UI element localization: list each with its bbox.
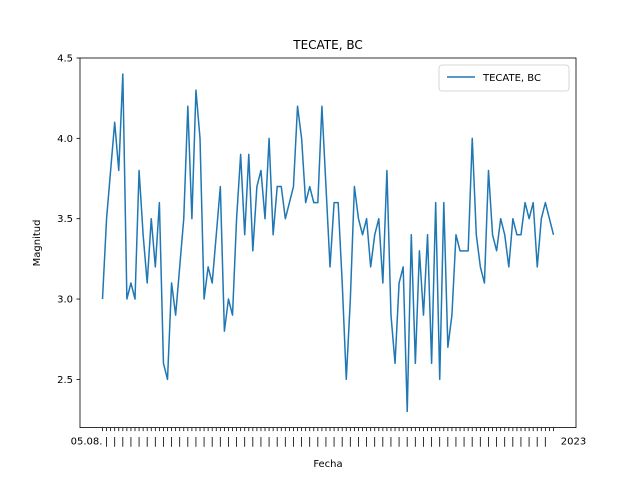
x-tick-label-overlap: | [406,437,409,448]
x-tick-label-overlap: | [137,437,140,448]
x-tick-label-overlap: | [365,437,368,448]
x-tick-label-overlap: | [202,437,205,448]
x-tick-label-overlap: | [349,437,352,448]
x-tick-label-overlap: | [397,437,400,448]
x-tick-label-overlap: | [259,437,262,448]
x-tick-label-overlap: | [146,437,149,448]
y-tick-label: 2.5 [57,375,73,386]
x-tick-label-overlap: | [414,437,417,448]
legend-label: TECATE, BC [482,73,541,84]
x-tick-label-overlap: | [219,437,222,448]
x-tick-label-overlap: | [276,437,279,448]
y-tick-label: 4.0 [57,134,73,145]
x-tick-label-overlap: | [300,437,303,448]
axes-frame [79,57,577,429]
x-tick-label-overlap: | [121,437,124,448]
y-tick-label: 3.0 [57,295,73,306]
x-tick-label-last: 2023 [561,437,586,448]
x-tick-label-overlap: | [251,437,254,448]
x-tick-label-overlap: | [170,437,173,448]
x-tick-label-overlap: | [284,437,287,448]
x-tick-label-overlap: | [503,437,506,448]
x-tick-label-first: 05.08. [71,437,103,448]
x-tick-label-overlap: | [373,437,376,448]
x-tick-label-overlap: | [324,437,327,448]
legend-box [438,64,570,92]
x-tick-label-overlap: | [527,437,530,448]
x-tick-label-overlap: | [389,437,392,448]
x-tick-label-overlap: | [162,437,165,448]
x-tick-label-overlap: | [211,437,214,448]
x-tick-label-overlap: | [308,437,311,448]
x-axis: 05.08. | | | | | | | | | | | | | | | | | | | | | | | | | | | | | | | | | |… [71,427,586,448]
y-axis-title: Magnitud [32,220,43,267]
chart-title: TECATE, BC [292,38,363,52]
x-tick-label-overlap: | [341,437,344,448]
x-tick-label-overlap: | [113,437,116,448]
x-tick-label-overlap: | [446,437,449,448]
x-tick-label-overlap: | [381,437,384,448]
x-tick-label-overlap: | [462,437,465,448]
x-tick-label-overlap: | [487,437,490,448]
x-axis-title: Fecha [313,459,342,470]
x-tick-label-overlap: | [178,437,181,448]
x-tick-label-overlap: | [422,437,425,448]
x-tick-label-overlap: | [495,437,498,448]
x-tick-label-overlap: | [186,437,189,448]
x-tick-label-overlap: | [194,437,197,448]
x-tick-label-overlap: | [316,437,319,448]
x-tick-label-overlap: | [235,437,238,448]
x-tick-label-overlap: | [454,437,457,448]
x-tick-label-overlap: | [292,437,295,448]
x-tick-label-overlap: | [105,437,108,448]
plot-area [101,73,555,413]
x-tick-label-overlap: | [154,437,157,448]
x-tick-label-overlap: | [227,437,230,448]
y-axis: 2.5 3.0 3.5 4.0 4.5 [57,54,80,386]
x-tick-label-overlap: | [471,437,474,448]
x-tick-label-overlap: | [267,437,270,448]
x-tick-label-overlap: | [243,437,246,448]
series-line-tecate-bc [101,73,555,413]
x-tick-label-overlap: | [536,437,539,448]
y-tick-label: 3.5 [57,214,73,225]
x-tick-label-overlap: | [332,437,335,448]
x-tick-label-overlap: | [519,437,522,448]
x-tick-label-overlap: | [357,437,360,448]
y-tick-label: 4.5 [57,54,73,65]
x-tick-label-overlap: | [479,437,482,448]
x-tick-label-overlap: | [544,437,547,448]
x-tick-label-overlap: | [511,437,514,448]
x-tick-label-overlap: | [430,437,433,448]
x-tick-label-overlap: | [438,437,441,448]
x-tick-label-overlap: | [129,437,132,448]
legend: TECATE, BC [438,64,570,92]
